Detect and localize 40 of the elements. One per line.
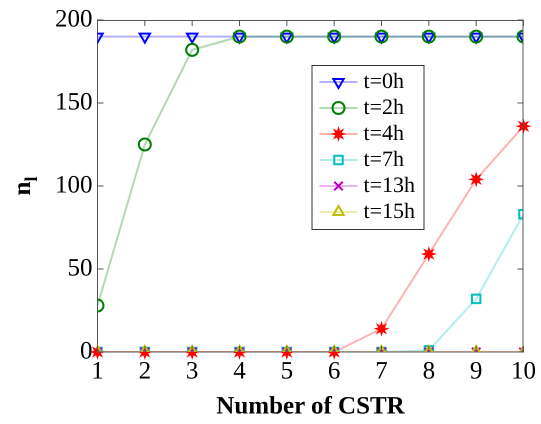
x-tick-label: 5 [280,358,294,385]
point [375,32,388,44]
x-tick-label: 10 [511,358,536,385]
legend-label: t=7h [364,146,404,171]
legend-label: t=2h [364,94,404,119]
legend-label: t=13h [364,172,416,197]
x-tick-label: 4 [233,358,246,385]
x-tick-label: 1 [91,358,104,385]
point [328,32,340,44]
point [422,30,436,44]
point [470,32,482,44]
x-tick-label: 2 [138,358,152,385]
x-tick-label: 9 [470,358,482,385]
y-axis-title: nl [9,176,41,196]
point [186,32,198,44]
x-tick-label: 6 [328,358,340,385]
point [280,30,294,44]
y-tick-label: 50 [68,254,92,282]
point [327,30,342,44]
x-axis-title: Number of CSTR [216,392,406,420]
point [422,32,436,44]
y-tick-label: 0 [80,338,92,365]
point [233,32,246,44]
point [469,30,484,44]
x-tick-label: 8 [422,358,436,385]
x-tick-label: 7 [375,358,388,385]
point [232,30,246,44]
y-tick-label: 100 [55,172,92,199]
legend-label: t=4h [364,120,404,145]
point [185,42,200,57]
point [374,30,388,44]
point [280,32,294,44]
legend-label: t=15h [364,198,416,223]
x-tick-label: 3 [186,358,198,385]
point [138,138,152,152]
point [468,171,484,188]
point [138,32,152,44]
y-tick-label: 150 [55,88,92,116]
legend-label: t=0h [364,68,404,93]
y-tick-label: 200 [55,6,92,33]
